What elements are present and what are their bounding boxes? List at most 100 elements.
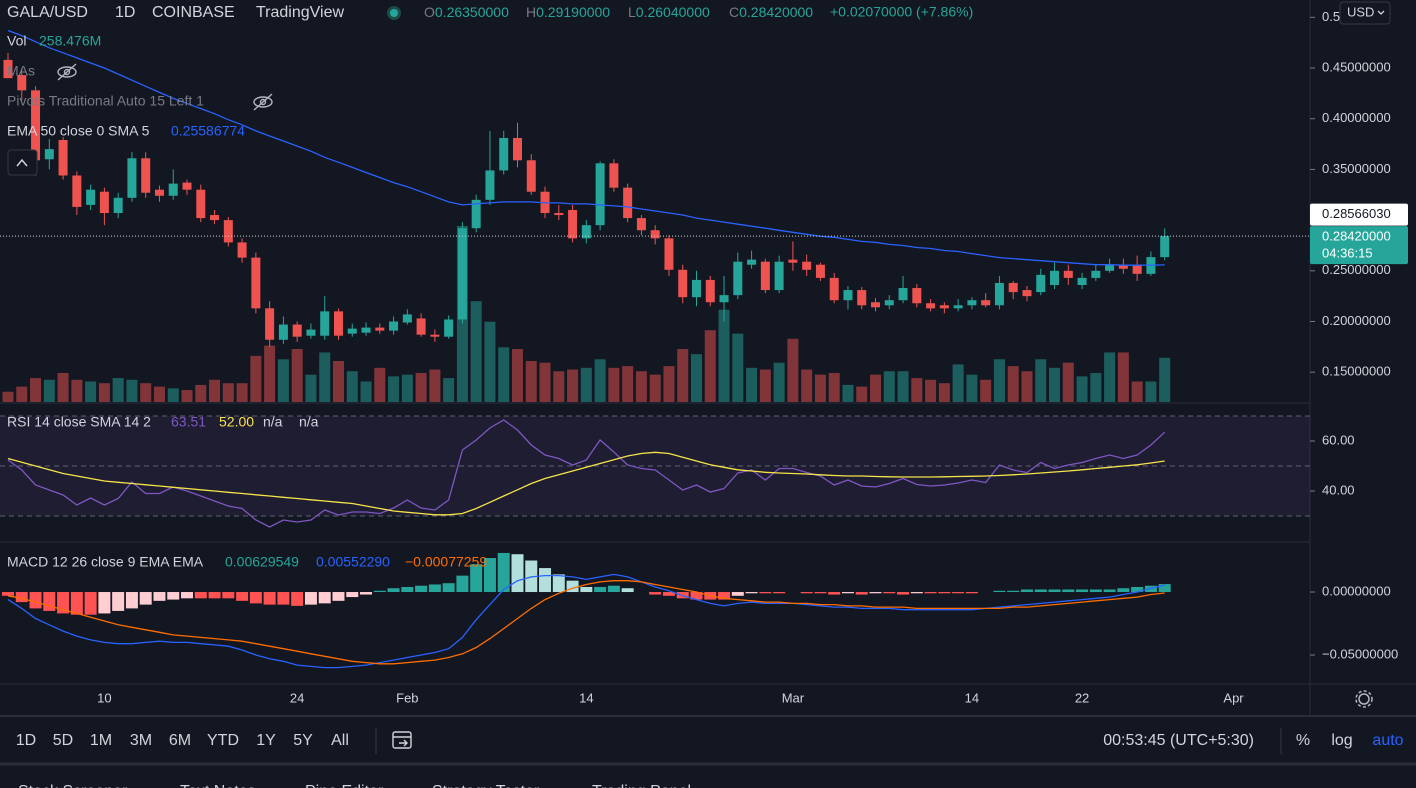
range-button[interactable]: All bbox=[331, 732, 349, 749]
currency-button[interactable]: USD bbox=[1339, 1, 1391, 25]
macd-histogram-bar bbox=[428, 584, 441, 593]
macd-histogram-bar bbox=[222, 592, 235, 599]
candle-body bbox=[554, 213, 564, 216]
eye-off-icon[interactable] bbox=[57, 63, 77, 81]
volume-bar bbox=[236, 383, 248, 402]
macd-histogram-bar bbox=[415, 585, 428, 593]
candle-body bbox=[802, 261, 812, 270]
candle-body bbox=[1050, 270, 1060, 285]
scale-mode[interactable]: auto bbox=[1372, 732, 1403, 749]
bottom-tab[interactable]: Trading Panel bbox=[592, 783, 691, 788]
macd-histogram-bar bbox=[662, 592, 675, 596]
settings-icon[interactable] bbox=[1355, 690, 1373, 708]
volume-bar bbox=[484, 321, 496, 402]
range-button[interactable]: 1D bbox=[16, 732, 36, 749]
plot-area bbox=[0, 29, 1310, 669]
volume-bar bbox=[553, 371, 565, 402]
scale-mode[interactable]: % bbox=[1296, 732, 1310, 749]
time-label: Apr bbox=[1223, 690, 1244, 705]
scale-mode[interactable]: log bbox=[1331, 732, 1352, 749]
volume-bar bbox=[153, 386, 165, 402]
macd-histogram-bar bbox=[139, 592, 152, 605]
range-button[interactable]: 1Y bbox=[256, 732, 276, 749]
legend-value: 0.00629549 bbox=[225, 554, 299, 570]
candle-body bbox=[1077, 277, 1087, 285]
symbol[interactable]: GALA/USD bbox=[7, 4, 88, 21]
macd-histogram-bar bbox=[43, 592, 56, 611]
volume-bar bbox=[195, 384, 207, 402]
interval[interactable]: 1D bbox=[115, 4, 135, 21]
volume-bar bbox=[415, 372, 427, 402]
macd-histogram-bar bbox=[1062, 589, 1075, 593]
macd-histogram-bar bbox=[263, 592, 276, 605]
ohlc-value: 0.26040000 bbox=[636, 4, 710, 20]
ohlc-key: H bbox=[526, 4, 536, 20]
bottom-tab[interactable]: Pine Editor bbox=[305, 783, 384, 788]
time-label: 14 bbox=[579, 690, 593, 705]
volume-bar bbox=[622, 366, 634, 402]
macd-histogram-bar bbox=[277, 592, 290, 605]
volume-bar bbox=[567, 369, 579, 402]
candle-body bbox=[278, 324, 288, 340]
volume-bar bbox=[429, 369, 441, 402]
candle-body bbox=[86, 189, 96, 205]
macd-histogram-bar bbox=[1076, 589, 1089, 593]
candle-body bbox=[292, 324, 302, 337]
legend-label: MACD 12 26 close 9 EMA EMA bbox=[7, 554, 204, 570]
volume-bar bbox=[85, 381, 97, 402]
candle-body bbox=[678, 269, 688, 298]
volume-bar bbox=[828, 372, 840, 402]
candle-body bbox=[733, 261, 743, 296]
macd-histogram-bar bbox=[125, 592, 138, 609]
volume-bar bbox=[980, 379, 992, 402]
rsi-line bbox=[7, 451, 1165, 516]
collapse-button[interactable] bbox=[7, 149, 38, 176]
macd-histogram-bar bbox=[828, 592, 841, 595]
macd-histogram-bar bbox=[1103, 589, 1116, 593]
candle-body bbox=[926, 303, 936, 309]
date-range-icon[interactable] bbox=[392, 731, 412, 749]
volume-bar bbox=[746, 367, 758, 402]
macd-histogram-bar bbox=[291, 592, 304, 606]
range-button[interactable]: YTD bbox=[207, 732, 239, 749]
y-tick-label: 0.00000000 bbox=[1322, 583, 1391, 598]
macd-histogram-bar bbox=[194, 592, 207, 599]
range-button[interactable]: 5Y bbox=[293, 732, 313, 749]
volume-bar bbox=[181, 390, 193, 402]
volume-bar bbox=[1104, 352, 1116, 402]
candle-body bbox=[485, 170, 495, 200]
eye-off-icon[interactable] bbox=[253, 93, 273, 111]
candle-body bbox=[333, 311, 343, 336]
change: +0.02070000 (+7.86%) bbox=[830, 4, 973, 20]
macd-histogram-bar bbox=[29, 592, 42, 609]
candle-body bbox=[361, 327, 371, 333]
y-tick-label: 0.45000000 bbox=[1322, 59, 1391, 74]
candle-body bbox=[1008, 282, 1018, 293]
candle-body bbox=[747, 259, 757, 265]
bottom-tab[interactable]: Strategy Tester bbox=[432, 783, 540, 788]
volume-bar bbox=[759, 369, 771, 402]
macd-histogram-bar bbox=[1020, 589, 1033, 593]
volume-bar bbox=[925, 379, 937, 402]
macd-histogram-bar bbox=[483, 557, 496, 593]
range-button[interactable]: 5D bbox=[53, 732, 73, 749]
range-button[interactable]: 1M bbox=[90, 732, 112, 749]
candle-body bbox=[237, 242, 247, 258]
volume-bar bbox=[1049, 367, 1061, 402]
candle-body bbox=[402, 314, 412, 323]
price-label-box bbox=[1310, 226, 1408, 265]
bottom-tab[interactable]: Stock Screener bbox=[18, 783, 128, 788]
bottom-tab[interactable]: Text Notes bbox=[180, 783, 256, 788]
macd-histogram-bar bbox=[993, 590, 1006, 593]
volume-bar bbox=[346, 371, 358, 402]
y-tick-label: 0.40000000 bbox=[1322, 110, 1391, 125]
volume-bar bbox=[897, 371, 909, 402]
volume-bar bbox=[801, 369, 813, 402]
range-button[interactable]: 6M bbox=[169, 732, 191, 749]
volume-bar bbox=[539, 362, 551, 402]
volume-bar bbox=[30, 378, 42, 402]
macd-histogram-bar bbox=[304, 592, 317, 605]
macd-histogram-bar bbox=[938, 592, 951, 594]
volume-bar bbox=[388, 376, 400, 402]
range-button[interactable]: 3M bbox=[130, 732, 152, 749]
